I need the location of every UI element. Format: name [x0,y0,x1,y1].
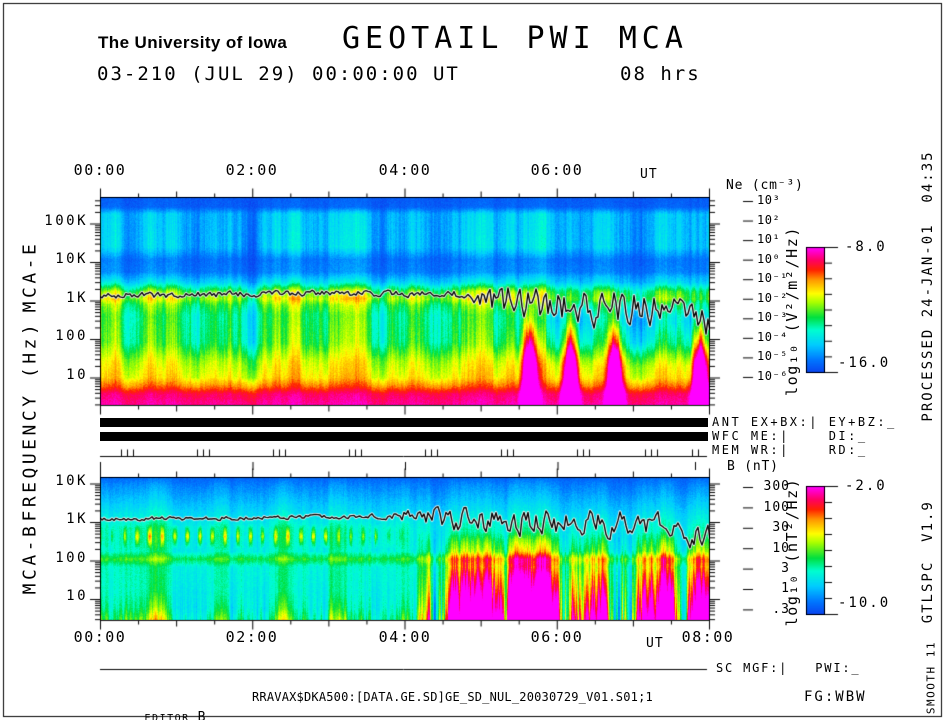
ne-tick-label: 10¹ [757,232,781,246]
b-colorbar-unit: log₁₀ (nT²/Hz) [783,477,801,627]
ne-tick-label: 10⁻³ [757,310,788,324]
mem-status-label: MEM WR:| RD:_ [712,443,868,457]
bottom-time-tick: 00:00 [73,628,127,646]
sc-status-label: SC MGF:| PWI:_ [716,661,861,675]
wfc-status-bar [100,432,708,441]
b-axis-title: B (nT) [727,459,779,474]
bottom-time-tick: 02:00 [225,628,279,646]
ne-tick-label: 10³ [757,193,781,207]
editor-value: B [197,709,206,720]
b-tick-label: 1 [781,581,790,596]
editor-label: EDITOR [144,712,190,720]
b-colorbar-min: -10.0 [838,595,891,611]
freq-tick-label: 10 [66,367,88,383]
top-ut-label: UT [640,167,658,182]
b-tick-label: 300 [763,479,790,494]
top-time-tick: 02:00 [225,161,279,179]
freq-tick-label: 1K [66,290,88,306]
freq-tick-label: 100 [55,328,88,344]
mca-e-spectrogram [100,197,710,405]
ne-tick-label: 10⁻⁶ [757,369,788,383]
freq-tick-label: 100 [55,550,88,566]
processed-stamp: PROCESSED 24-JAN-01 04:35 [920,150,936,422]
ne-tick-label: 10² [757,213,781,227]
wfc-status-label: WFC ME:| DI:_ [712,429,868,443]
b-tick-label: 100 [763,500,790,515]
ne-tick-label: 10⁻¹ [757,271,788,285]
bottom-time-tick: 04:00 [378,628,432,646]
org-name: The University of Iowa [98,33,288,52]
fg-label: FG:WBW [804,689,867,705]
b-tick-label: 3 [781,561,790,576]
top-time-tick: 04:00 [378,161,432,179]
b-colorbar-max: -2.0 [845,478,887,494]
b-tick-label: .3 [772,602,790,617]
bottom-time-tick: 06:00 [530,628,584,646]
ant-status-label: ANT EX+BX:| EY+BZ:_ [712,415,897,429]
freq-tick-label: 1K [66,511,88,527]
editor-line: EDITOR B [106,691,206,720]
duration-label: 08 hrs [620,63,701,85]
page-title: GEOTAIL PWI MCA [342,21,688,56]
ne-tick-label: 10⁻⁴ [757,330,788,344]
mca-b-spectrogram [100,477,710,620]
ant-status-bar [100,418,708,427]
top-time-tick: 00:00 [73,161,127,179]
data-file-path: RRAVAX$DKA500:[DATA.GE.SD]GE_SD_NUL_2003… [252,690,653,704]
ne-tick-label: 10⁻² [757,291,788,305]
e-colorbar-max: -8.0 [845,239,887,255]
bottom-ut-label: UT [646,636,664,651]
program-label: GTLSPC [920,560,936,624]
smooth-label: SMOOTH 11 [924,640,938,715]
ne-axis-title: Ne (cm⁻³) [726,178,804,193]
frequency-axis-label: FREQUENCY (Hz) [19,320,41,522]
freq-tick-label: 10K [55,251,88,267]
freq-tick-label: 10K [55,473,88,489]
e-colorbar-min: -16.0 [838,355,891,371]
bottom-time-end: 08:00 [681,628,735,646]
freq-tick-label: 100K [44,213,88,229]
date-line: 03-210 (JUL 29) 00:00:00 UT [97,63,460,85]
ne-tick-label: 10⁻⁵ [757,349,788,363]
b-tick-label: 10 [772,541,790,556]
version-label: V1.9 [920,500,936,542]
freq-tick-label: 10 [66,588,88,604]
mca-e-colorbar [806,247,825,373]
top-time-tick: 06:00 [530,161,584,179]
ne-tick-label: 10⁰ [757,252,781,266]
b-tick-label: 30 [772,520,790,535]
e-colorbar-unit: log₁₀ (V²/m²/Hz) [783,225,801,397]
mca-b-colorbar [806,486,825,615]
